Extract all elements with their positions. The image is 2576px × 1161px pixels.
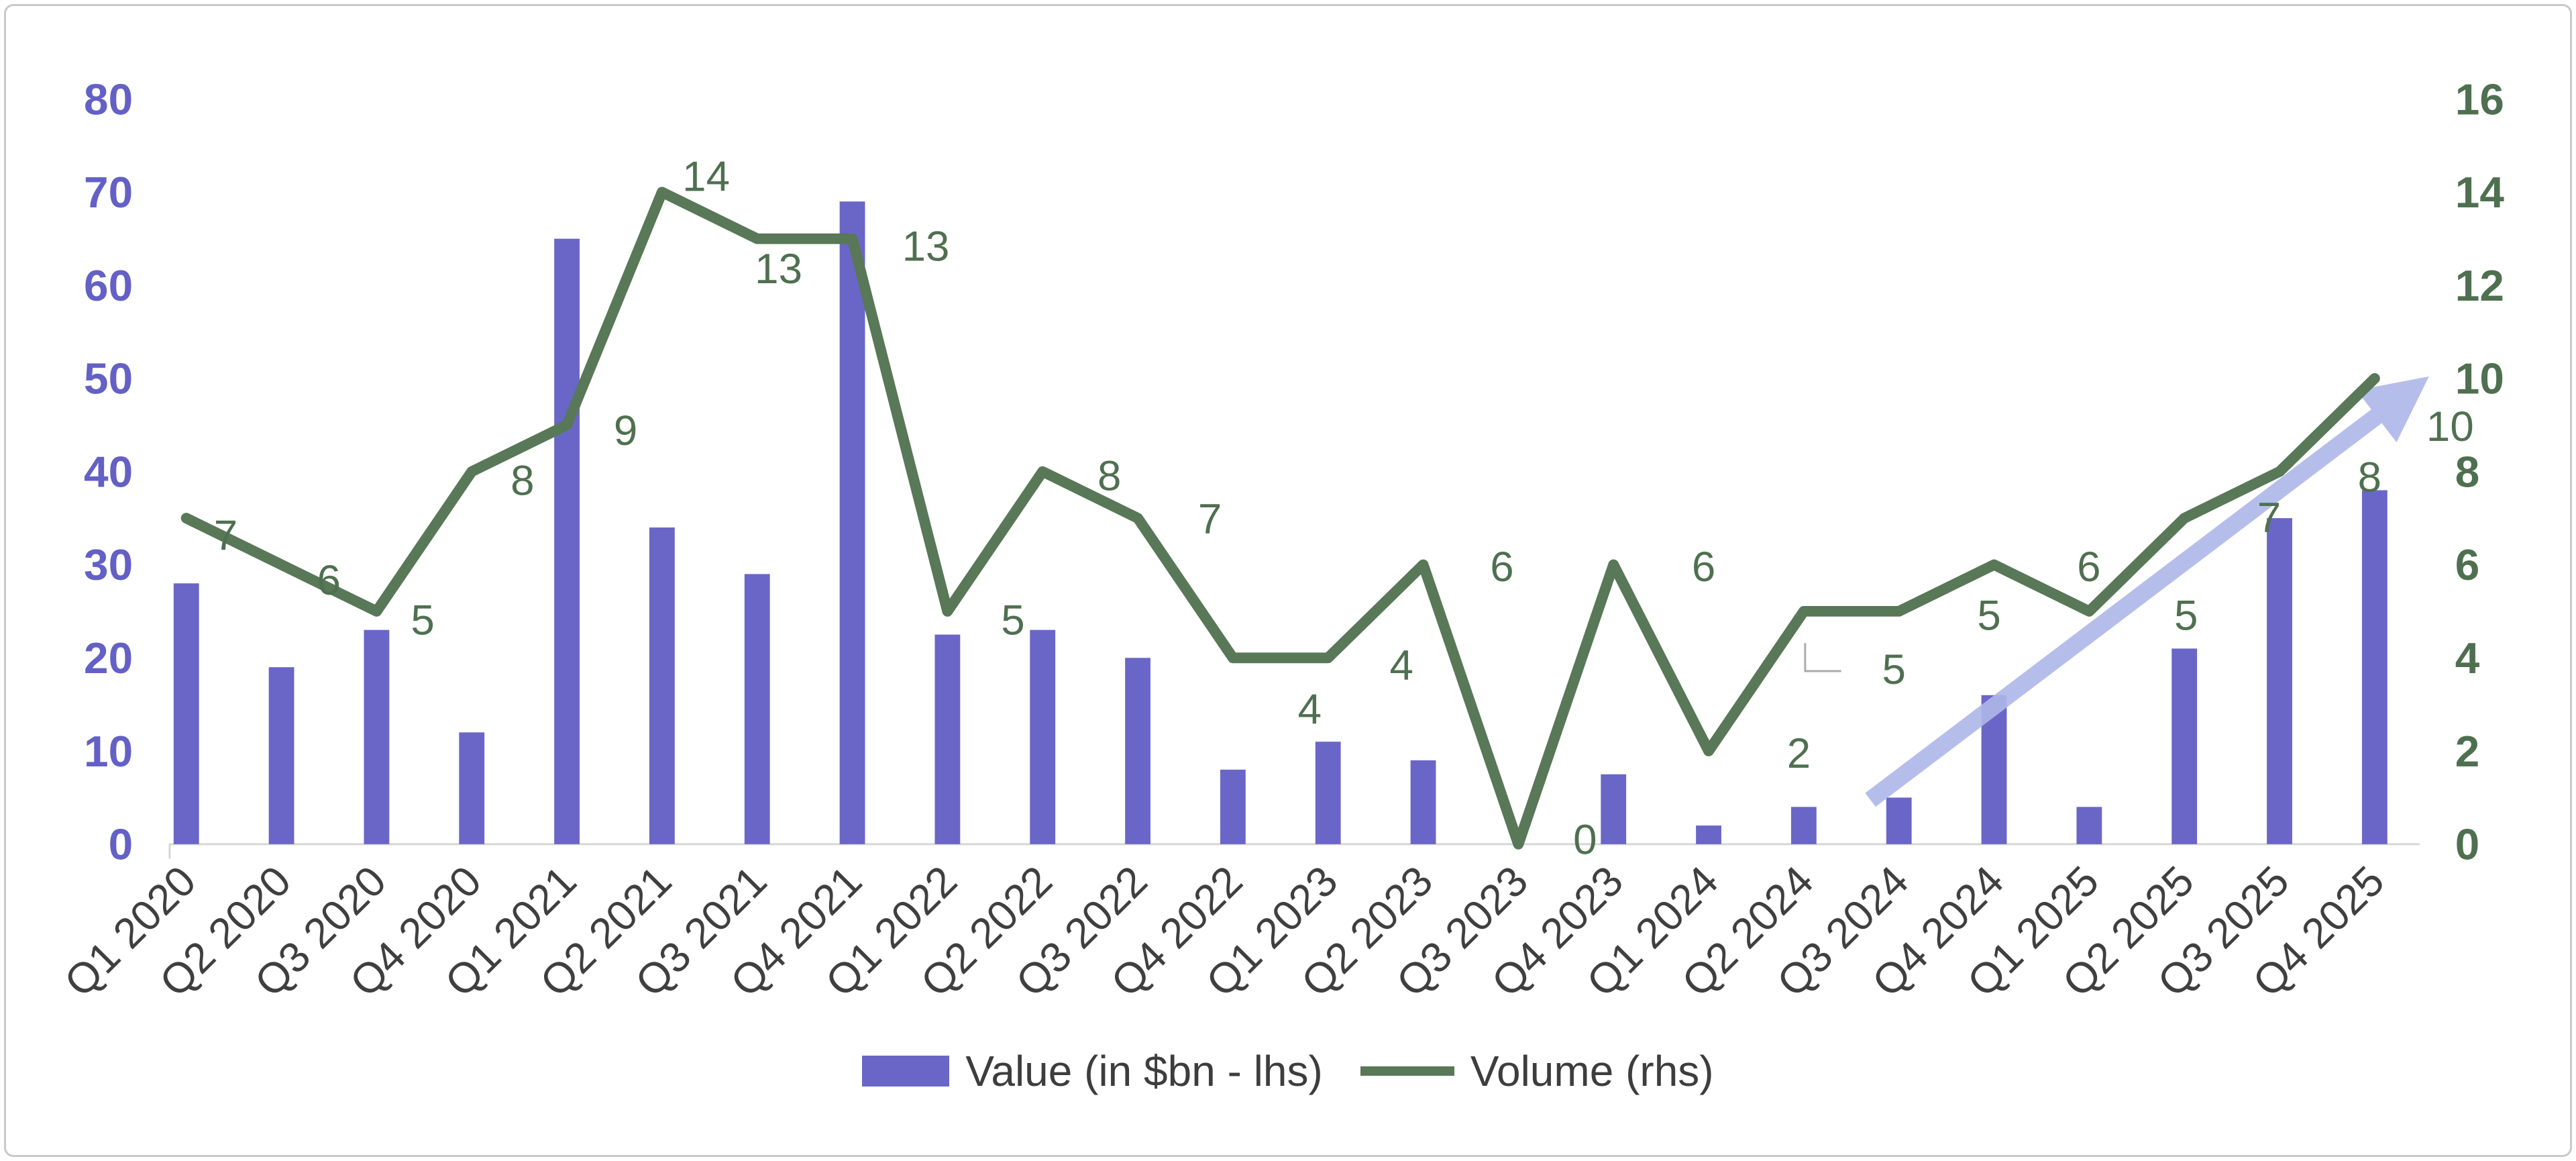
volume-data-label: 8 [1097, 453, 1121, 500]
bar-Q1 2021 [554, 238, 580, 844]
bar-Q2 2024 [1790, 807, 1817, 844]
legend-label-value: Value (in $bn - lhs) [965, 1047, 1323, 1095]
line-legend-swatch [1360, 1066, 1454, 1076]
right-axis-tick-label: 0 [2455, 820, 2480, 869]
volume-data-label: 8 [2358, 454, 2381, 501]
volume-data-label: 8 [511, 458, 534, 505]
bar-Q2 2020 [268, 667, 294, 844]
volume-data-label: 6 [2077, 544, 2100, 591]
volume-data-label: 5 [411, 597, 434, 644]
left-axis-tick-label: 70 [84, 168, 133, 217]
volume-data-label: 13 [902, 223, 950, 270]
bar-Q3 2022 [1125, 658, 1150, 844]
volume-data-label: 4 [1298, 686, 1322, 733]
volume-data-label: 7 [1198, 496, 1222, 543]
right-axis-tick-label: 8 [2455, 448, 2480, 497]
right-axis-tick-label: 12 [2455, 261, 2504, 310]
bar-Q1 2025 [2076, 807, 2102, 844]
bar-Q3 2025 [2267, 518, 2292, 844]
left-axis-tick-label: 50 [84, 354, 133, 403]
bar-Q4 2025 [2361, 490, 2387, 844]
bar-Q4 2023 [1601, 774, 1627, 844]
right-axis-tick-label: 6 [2455, 540, 2480, 589]
volume-data-label: 9 [614, 407, 637, 454]
volume-data-label: 6 [1490, 544, 1513, 591]
bar-Q2 2023 [1410, 760, 1436, 844]
volume-data-label: 7 [214, 513, 237, 560]
bar-Q1 2022 [934, 634, 961, 844]
volume-data-label: 13 [755, 246, 802, 293]
bar-Q2 2021 [649, 527, 675, 844]
bar-Q3 2020 [364, 629, 390, 844]
left-axis-tick-label: 30 [84, 540, 133, 589]
bar-Q2 2025 [2171, 648, 2198, 844]
chart-container: 0 10 20 30 40 50 60 70 80 0 2 4 6 8 10 12 14 16 7 6 5 8 9 14 13 1… [4, 4, 2572, 1157]
legend-item-value: Value (in $bn - lhs) [862, 1046, 1323, 1096]
volume-data-label: 7 [2257, 495, 2281, 542]
left-axis-tick-label: 60 [84, 261, 133, 310]
chart-legend: Value (in $bn - lhs) Volume (rhs) [6, 1046, 2570, 1096]
left-axis-tick-label: 80 [84, 74, 133, 123]
volume-data-label: 5 [2174, 593, 2198, 640]
volume-data-label: 0 [1573, 817, 1597, 864]
data-label-leader-line [1804, 643, 1841, 672]
right-axis-tick-label: 10 [2455, 354, 2504, 403]
bar-Q3 2024 [1886, 797, 1912, 844]
bar-legend-swatch [862, 1056, 950, 1087]
right-axis-tick-label: 2 [2455, 727, 2480, 776]
bar-Q1 2020 [173, 583, 199, 844]
bar-Q4 2021 [839, 201, 865, 844]
left-axis-tick-label: 40 [84, 448, 133, 497]
legend-item-volume: Volume (rhs) [1360, 1046, 1714, 1096]
volume-data-label: 10 [2426, 403, 2474, 450]
bar-Q4 2022 [1220, 769, 1246, 844]
volume-data-label: 5 [1882, 646, 1906, 693]
bar-Q3 2021 [744, 574, 770, 844]
right-axis-tick-label: 14 [2455, 168, 2505, 217]
volume-data-label: 6 [317, 557, 341, 604]
right-axis-tick-label: 4 [2455, 634, 2480, 683]
bar-Q1 2024 [1696, 825, 1721, 844]
volume-data-label: 6 [1692, 544, 1715, 591]
volume-data-label: 14 [682, 154, 730, 201]
left-axis-tick-label: 20 [84, 634, 133, 683]
volume-data-label: 5 [1977, 593, 2000, 640]
bar-Q2 2022 [1030, 629, 1056, 844]
volume-data-label: 2 [1787, 730, 1811, 777]
legend-label-volume: Volume (rhs) [1470, 1047, 1714, 1095]
trend-arrow [1865, 376, 2429, 807]
bar-Q4 2020 [459, 732, 485, 844]
volume-data-label: 4 [1389, 642, 1413, 689]
right-axis-tick-label: 16 [2455, 74, 2504, 123]
bar-Q1 2023 [1315, 742, 1341, 844]
left-axis-tick-label: 0 [109, 820, 133, 869]
volume-data-label: 5 [1001, 597, 1024, 644]
left-axis-tick-label: 10 [84, 727, 133, 776]
volume-line [180, 187, 2380, 850]
